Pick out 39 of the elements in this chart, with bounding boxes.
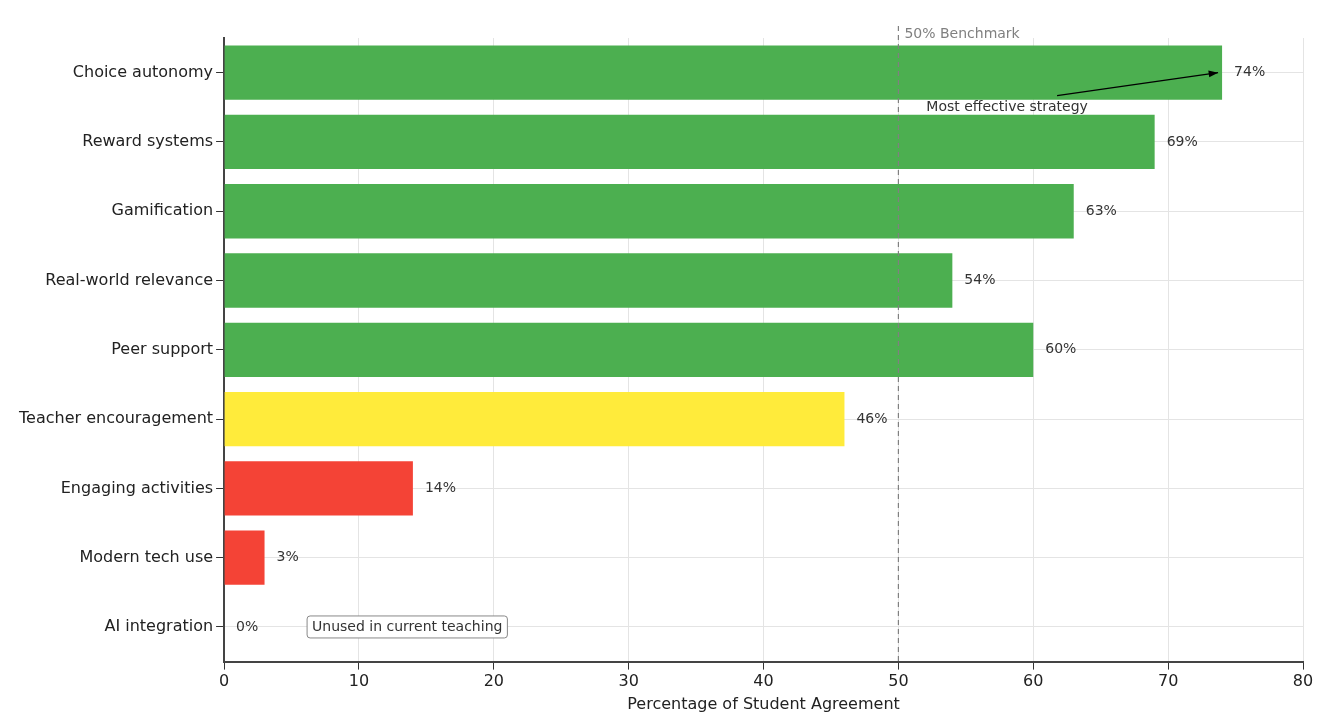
annotation: Unused in current teaching bbox=[312, 617, 503, 634]
x-tick-label: 70 bbox=[1157, 671, 1179, 691]
annotation: Most effective strategy bbox=[926, 98, 1088, 115]
bar bbox=[224, 322, 1034, 377]
y-tick-label: Gamification bbox=[111, 200, 214, 220]
x-tick-label: 80 bbox=[1292, 671, 1314, 691]
bar bbox=[224, 114, 1155, 170]
x-tick-label: 50 bbox=[888, 671, 909, 691]
y-tick-label: AI integration bbox=[104, 616, 214, 636]
data-label: 69% bbox=[1166, 132, 1198, 149]
bar bbox=[224, 461, 413, 516]
x-tick-label: 10 bbox=[348, 671, 370, 691]
x-tick-label: 30 bbox=[618, 671, 639, 691]
y-tick-label: Peer support bbox=[111, 338, 214, 358]
y-tick-label: Real-world relevance bbox=[45, 269, 214, 289]
y-tick-label: Modern tech use bbox=[79, 546, 214, 566]
bar bbox=[224, 530, 265, 585]
x-tick-label: 20 bbox=[483, 671, 504, 691]
ref-line-label: 50% Benchmark bbox=[904, 24, 1021, 41]
x-axis-title: Percentage of Student Agreement bbox=[627, 693, 900, 713]
y-tick-label: Choice autonomy bbox=[72, 61, 214, 81]
y-tick-label: Teacher encouragement bbox=[17, 408, 214, 428]
bar bbox=[224, 253, 953, 308]
data-label: 3% bbox=[276, 548, 299, 565]
y-tick-label: Engaging activities bbox=[60, 477, 214, 497]
y-tick-label: Reward systems bbox=[82, 131, 214, 151]
x-tick-label: 60 bbox=[1023, 671, 1044, 691]
data-label: 54% bbox=[964, 271, 996, 288]
data-label: 14% bbox=[424, 479, 457, 496]
bar bbox=[224, 184, 1074, 239]
data-label: 46% bbox=[856, 409, 888, 426]
data-label: 0% bbox=[236, 617, 259, 634]
bar bbox=[224, 45, 1223, 100]
data-label: 63% bbox=[1085, 201, 1117, 218]
bar bbox=[224, 391, 845, 447]
x-tick-label: 40 bbox=[753, 671, 774, 691]
data-label: 60% bbox=[1045, 340, 1077, 357]
data-label: 74% bbox=[1234, 63, 1266, 80]
x-tick-label: 0 bbox=[218, 671, 230, 691]
